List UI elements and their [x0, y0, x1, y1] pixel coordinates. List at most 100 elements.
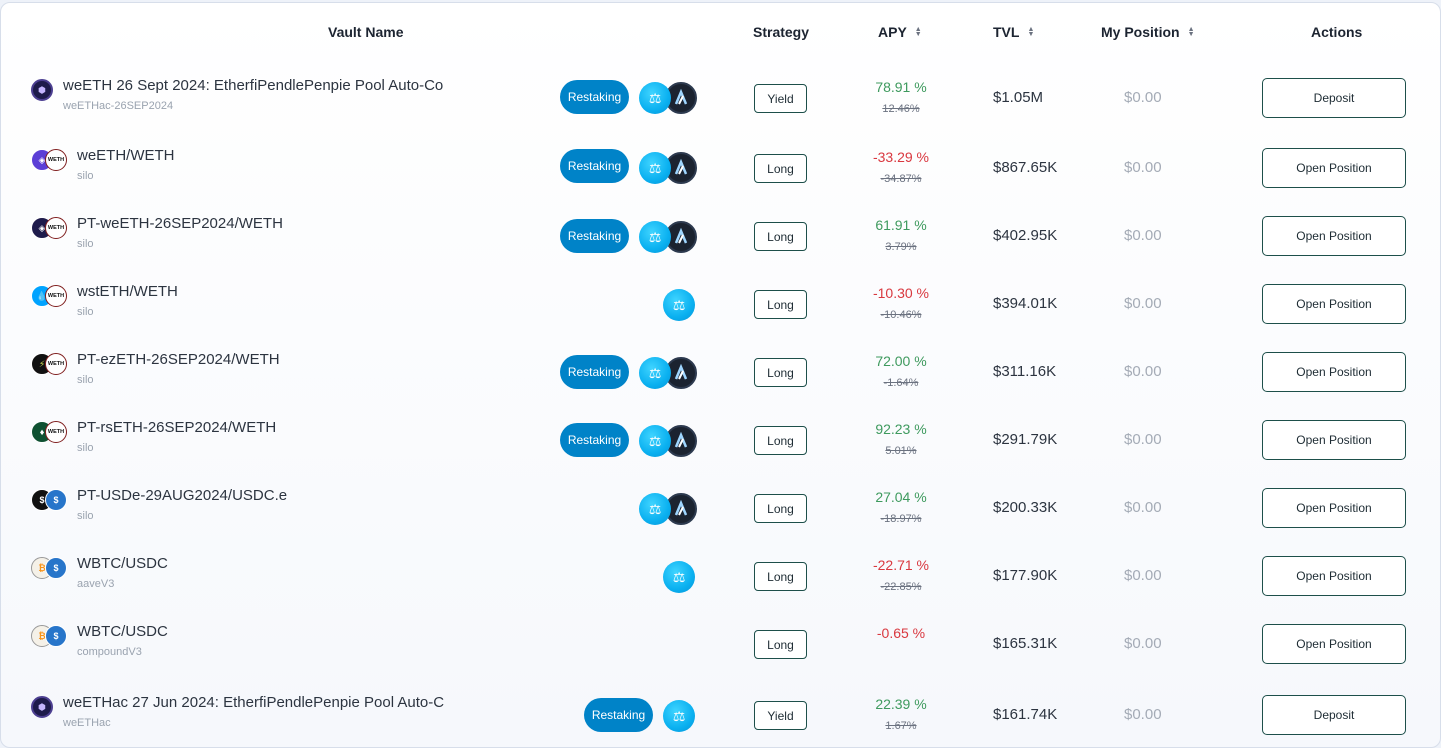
table-row[interactable]: ₿ $ WBTC/USDC compoundV3 Long -0.65 % $1… [1, 617, 1440, 685]
vault-name: weETHac 27 Jun 2024: EtherfiPendlePenpie… [63, 694, 445, 711]
strategy-badge: Yield [754, 701, 807, 730]
open-position-button[interactable]: Open Position [1262, 216, 1406, 256]
apy-value: 72.00 % [875, 353, 927, 369]
table-row[interactable]: ₿ $ WBTC/USDC aaveV3 ⚖ Long -22.71 % -22… [1, 549, 1440, 617]
apy-value: -22.71 % [872, 557, 930, 573]
my-position-value: $0.00 [1124, 363, 1162, 380]
vault-source: weETHac-26SEP2024 [63, 100, 174, 112]
col-my-position[interactable]: My Position ▲ ▼ [1101, 24, 1195, 40]
weth-coin-icon: WETH [45, 149, 67, 171]
open-position-button[interactable]: Open Position [1262, 624, 1406, 664]
usdc-coin-icon: $ [45, 557, 67, 579]
apy-value: 22.39 % [875, 696, 927, 712]
table-row[interactable]: ⚡ WETH PT-ezETH-26SEP2024/WETH silo Rest… [1, 345, 1440, 413]
apy-value: 92.23 % [875, 421, 927, 437]
token-pair-icon: ◈ WETH [31, 149, 71, 173]
vault-source: aaveV3 [77, 578, 115, 590]
open-position-button[interactable]: Open Position [1262, 556, 1406, 596]
my-position-value: $0.00 [1124, 567, 1162, 584]
strategy-badge: Long [754, 222, 807, 251]
open-position-button[interactable]: Open Position [1262, 488, 1406, 528]
token-pair-icon: ⬢ [31, 79, 71, 103]
my-position-value: $0.00 [1124, 431, 1162, 448]
tvl-value: $402.95K [993, 227, 1058, 244]
apy-value: 78.91 % [875, 79, 927, 95]
vault-source: silo [77, 238, 94, 250]
scale-icon: ⚖ [663, 289, 695, 321]
table-row[interactable]: ◈ WETH PT-weETH-26SEP2024/WETH silo Rest… [1, 209, 1440, 277]
sort-arrows-icon[interactable]: ▲ ▼ [1027, 26, 1035, 38]
my-position-value: $0.00 [1124, 227, 1162, 244]
apy-value: -10.30 % [872, 285, 930, 301]
my-position-value: $0.00 [1124, 159, 1162, 176]
scale-icon: ⚖ [663, 700, 695, 732]
my-position-value: $0.00 [1124, 89, 1162, 106]
tvl-value: $165.31K [993, 635, 1058, 652]
table-row[interactable]: ♦ WETH PT-rsETH-26SEP2024/WETH silo Rest… [1, 413, 1440, 481]
table-row[interactable]: ◈ WETH weETH/WETH silo Restaking ⚖ Long … [1, 141, 1440, 209]
scale-icon: ⚖ [639, 425, 671, 457]
strategy-badge: Long [754, 630, 807, 659]
table-row[interactable]: ⬢ weETHac 27 Jun 2024: EtherfiPendlePenp… [1, 688, 1440, 747]
open-position-button[interactable]: Open Position [1262, 352, 1406, 392]
tvl-value: $394.01K [993, 295, 1058, 312]
vault-source: silo [77, 374, 94, 386]
open-position-button[interactable]: Open Position [1262, 420, 1406, 460]
apy-value: 27.04 % [875, 489, 927, 505]
weethac-coin-icon: ⬢ [31, 79, 53, 101]
tvl-value: $177.90K [993, 567, 1058, 584]
col-tvl[interactable]: TVL ▲ ▼ [993, 24, 1035, 40]
weethac-coin-icon: ⬢ [31, 696, 53, 718]
vault-name: weETH/WETH [77, 147, 175, 164]
scale-icon: ⚖ [639, 152, 671, 184]
token-pair-icon: $ $ [31, 489, 71, 513]
apy-previous: -34.87% [880, 173, 922, 185]
my-position-value: $0.00 [1124, 635, 1162, 652]
apy-previous: -22.85% [880, 581, 922, 593]
token-pair-icon: ⬢ [31, 696, 71, 720]
vault-source: silo [77, 442, 94, 454]
restaking-badge: Restaking [560, 219, 629, 253]
vault-name: weETH 26 Sept 2024: EtherfiPendlePenpie … [63, 77, 444, 94]
apy-value: 61.91 % [875, 217, 927, 233]
weth-coin-icon: WETH [45, 285, 67, 307]
vault-name: WBTC/USDC [77, 555, 168, 572]
strategy-badge: Long [754, 290, 807, 319]
vault-source: silo [77, 510, 94, 522]
sort-arrows-icon[interactable]: ▲ ▼ [914, 26, 922, 38]
table-row[interactable]: ⬢ weETH 26 Sept 2024: EtherfiPendlePenpi… [1, 71, 1440, 139]
apy-previous: 3.79% [885, 241, 917, 253]
vault-name: PT-ezETH-26SEP2024/WETH [77, 351, 280, 368]
open-position-button[interactable]: Open Position [1262, 284, 1406, 324]
tvl-value: $291.79K [993, 431, 1058, 448]
table-row[interactable]: $ $ PT-USDe-29AUG2024/USDC.e silo ⚖ Long… [1, 481, 1440, 549]
open-position-button[interactable]: Open Position [1262, 148, 1406, 188]
apy-previous: 12.46% [882, 103, 920, 115]
strategy-badge: Long [754, 562, 807, 591]
apy-previous: -10.46% [880, 309, 922, 321]
deposit-button[interactable]: Deposit [1262, 695, 1406, 735]
table-row[interactable]: 💧 WETH wstETH/WETH silo ⚖ Long -10.30 % … [1, 277, 1440, 345]
vault-source: compoundV3 [77, 646, 142, 658]
restaking-badge: Restaking [584, 698, 653, 732]
apy-previous: 5.01% [885, 445, 917, 457]
apy-previous: -18.97% [880, 513, 922, 525]
strategy-badge: Long [754, 154, 807, 183]
strategy-badge: Long [754, 426, 807, 455]
deposit-button[interactable]: Deposit [1262, 78, 1406, 118]
apy-previous: -1.64% [883, 377, 919, 389]
vault-name: WBTC/USDC [77, 623, 168, 640]
col-strategy: Strategy [753, 24, 810, 40]
my-position-value: $0.00 [1124, 706, 1162, 723]
restaking-badge: Restaking [560, 149, 629, 183]
scale-icon: ⚖ [639, 82, 671, 114]
col-actions: Actions [1311, 24, 1363, 40]
col-apy[interactable]: APY ▲ ▼ [878, 24, 922, 40]
scale-icon: ⚖ [639, 221, 671, 253]
tvl-value: $161.74K [993, 706, 1058, 723]
vault-name: PT-weETH-26SEP2024/WETH [77, 215, 283, 232]
tvl-value: $311.16K [993, 363, 1057, 380]
sort-arrows-icon[interactable]: ▲ ▼ [1187, 26, 1195, 38]
token-pair-icon: ◈ WETH [31, 217, 71, 241]
